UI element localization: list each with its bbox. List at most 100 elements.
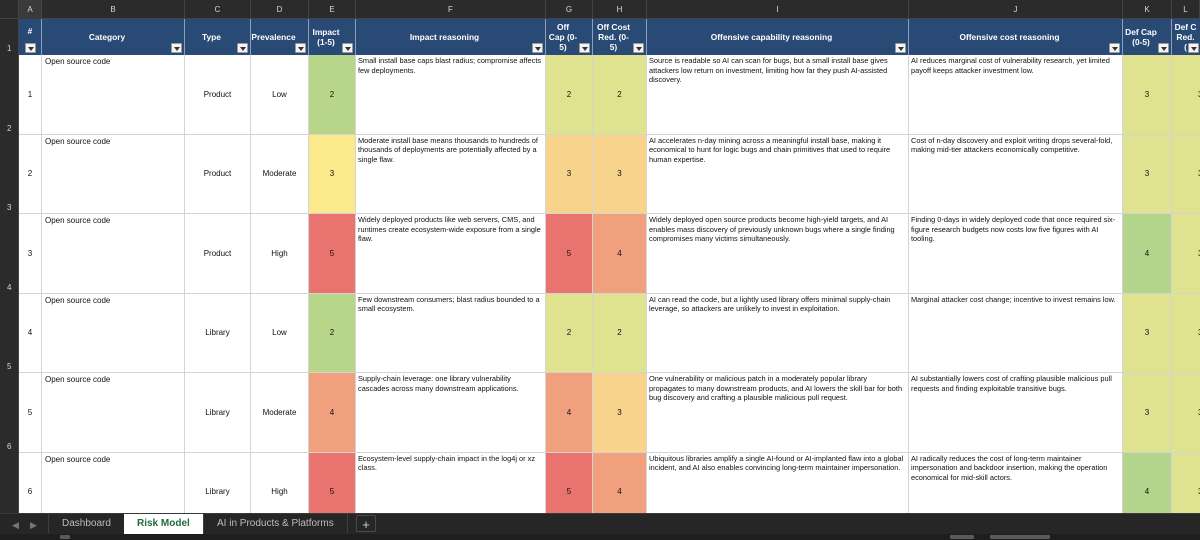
cell-type[interactable]: Library	[185, 373, 251, 453]
filter-dropdown-icon[interactable]	[532, 43, 543, 53]
cell-impact-reasoning[interactable]: Supply-chain leverage: one library vulne…	[356, 373, 546, 453]
cell-def-cap[interactable]: 3	[1123, 134, 1172, 214]
row-number[interactable]: 1	[7, 44, 12, 53]
cell-off-cost-reasoning[interactable]: Cost of n-day discovery and exploit writ…	[909, 134, 1123, 214]
column-letter-j[interactable]: J	[909, 0, 1123, 19]
cell-type[interactable]: Product	[185, 55, 251, 135]
cell-off-cap-reasoning[interactable]: Ubiquitous libraries amplify a single AI…	[647, 452, 909, 513]
cell-off-cost-reasoning[interactable]: Marginal attacker cost change; incentive…	[909, 293, 1123, 373]
add-sheet-button[interactable]: +	[356, 515, 376, 532]
cell-impact[interactable]: 5	[309, 452, 356, 513]
cell-off-cap-reasoning[interactable]: Source is readable so AI can scan for bu…	[647, 55, 909, 135]
cell-impact-reasoning[interactable]: Small install base caps blast radius; co…	[356, 55, 546, 135]
cell-def-cap[interactable]: 4	[1123, 214, 1172, 294]
cell-num[interactable]: 6	[19, 452, 42, 513]
cell-category[interactable]: Open source code	[42, 134, 185, 214]
tab-risk-model[interactable]: Risk Model	[124, 514, 204, 534]
cell-impact[interactable]: 2	[309, 293, 356, 373]
cell-impact[interactable]: 2	[309, 55, 356, 135]
prev-sheet-arrow-icon[interactable]: ◀	[12, 520, 19, 530]
cell-off-cap-reasoning[interactable]: AI accelerates n-day mining across a mea…	[647, 134, 909, 214]
cell-category[interactable]: Open source code	[42, 214, 185, 294]
filter-dropdown-icon[interactable]	[237, 43, 248, 53]
cell-def-cap[interactable]: 4	[1123, 452, 1172, 513]
cell-off-cost-reasoning[interactable]: Finding 0-days in widely deployed code t…	[909, 214, 1123, 294]
filter-dropdown-icon[interactable]	[171, 43, 182, 53]
view-mode-icon[interactable]	[950, 535, 974, 539]
filter-dropdown-icon[interactable]	[342, 43, 353, 53]
filter-dropdown-icon[interactable]	[295, 43, 306, 53]
filter-dropdown-icon[interactable]	[1188, 43, 1199, 53]
filter-dropdown-icon[interactable]	[1158, 43, 1169, 53]
cell-impact[interactable]: 4	[309, 373, 356, 453]
cell-def-cost[interactable]: 3	[1172, 55, 1200, 135]
cell-prevalence[interactable]: High	[251, 214, 309, 294]
cell-prevalence[interactable]: Moderate	[251, 134, 309, 214]
column-letter-h[interactable]: H	[593, 0, 647, 19]
cell-off-cap-reasoning[interactable]: One vulnerability or malicious patch in …	[647, 373, 909, 453]
cell-impact[interactable]: 5	[309, 214, 356, 294]
row-number[interactable]: 5	[7, 362, 12, 371]
cell-off-cost[interactable]: 2	[593, 293, 647, 373]
cell-def-cost[interactable]: 3	[1172, 373, 1200, 453]
cell-category[interactable]: Open source code	[42, 293, 185, 373]
cell-impact-reasoning[interactable]: Widely deployed products like web server…	[356, 214, 546, 294]
cell-def-cap[interactable]: 3	[1123, 293, 1172, 373]
cell-def-cost[interactable]: 3	[1172, 134, 1200, 214]
cell-off-cost-reasoning[interactable]: AI radically reduces the cost of long-te…	[909, 452, 1123, 513]
cell-num[interactable]: 2	[19, 134, 42, 214]
filter-dropdown-icon[interactable]	[579, 43, 590, 53]
column-letter-c[interactable]: C	[185, 0, 251, 19]
column-letter-i[interactable]: I	[647, 0, 909, 19]
column-letter-k[interactable]: K	[1123, 0, 1172, 19]
cell-off-cap-reasoning[interactable]: Widely deployed open source products bec…	[647, 214, 909, 294]
cell-prevalence[interactable]: Low	[251, 293, 309, 373]
tab-ai-in-products-platforms[interactable]: AI in Products & Platforms	[204, 514, 348, 533]
filter-dropdown-icon[interactable]	[633, 43, 644, 53]
cell-off-cost[interactable]: 3	[593, 134, 647, 214]
cell-impact[interactable]: 3	[309, 134, 356, 214]
cell-off-cost[interactable]: 4	[593, 452, 647, 513]
column-letter-e[interactable]: E	[309, 0, 356, 19]
row-number[interactable]: 4	[7, 283, 12, 292]
cell-category[interactable]: Open source code	[42, 452, 185, 513]
column-letter-d[interactable]: D	[251, 0, 309, 19]
cell-off-cap[interactable]: 4	[546, 373, 593, 453]
cell-off-cost-reasoning[interactable]: AI reduces marginal cost of vulnerabilit…	[909, 55, 1123, 135]
cell-type[interactable]: Product	[185, 214, 251, 294]
cell-def-cap[interactable]: 3	[1123, 373, 1172, 453]
cell-num[interactable]: 1	[19, 55, 42, 135]
cell-off-cost[interactable]: 2	[593, 55, 647, 135]
cell-category[interactable]: Open source code	[42, 373, 185, 453]
cell-off-cap[interactable]: 2	[546, 55, 593, 135]
cell-def-cost[interactable]: 3	[1172, 293, 1200, 373]
cell-off-cost-reasoning[interactable]: AI substantially lowers cost of crafting…	[909, 373, 1123, 453]
cell-off-cost[interactable]: 4	[593, 214, 647, 294]
cell-num[interactable]: 3	[19, 214, 42, 294]
row-number[interactable]: 6	[7, 442, 12, 451]
cell-type[interactable]: Library	[185, 293, 251, 373]
cell-off-cap-reasoning[interactable]: AI can read the code, but a lightly used…	[647, 293, 909, 373]
column-letter-l[interactable]: L	[1172, 0, 1200, 19]
next-sheet-arrow-icon[interactable]: ▶	[30, 520, 37, 530]
cell-def-cost[interactable]: 3	[1172, 214, 1200, 294]
filter-dropdown-icon[interactable]	[1109, 43, 1120, 53]
filter-dropdown-icon[interactable]	[895, 43, 906, 53]
cell-impact-reasoning[interactable]: Few downstream consumers; blast radius b…	[356, 293, 546, 373]
cell-prevalence[interactable]: Low	[251, 55, 309, 135]
column-letter-b[interactable]: B	[42, 0, 185, 19]
cell-num[interactable]: 5	[19, 373, 42, 453]
cell-off-cap[interactable]: 5	[546, 214, 593, 294]
cell-impact-reasoning[interactable]: Ecosystem-level supply-chain impact in t…	[356, 452, 546, 513]
cell-def-cap[interactable]: 3	[1123, 55, 1172, 135]
tab-dashboard[interactable]: Dashboard	[48, 514, 125, 533]
cell-off-cap[interactable]: 3	[546, 134, 593, 214]
column-letter-a[interactable]: A	[19, 0, 42, 19]
column-letter-g[interactable]: G	[546, 0, 593, 19]
cell-prevalence[interactable]: Moderate	[251, 373, 309, 453]
cell-category[interactable]: Open source code	[42, 55, 185, 135]
row-number[interactable]: 3	[7, 203, 12, 212]
cell-type[interactable]: Library	[185, 452, 251, 513]
cell-off-cap[interactable]: 5	[546, 452, 593, 513]
zoom-slider[interactable]	[990, 535, 1050, 539]
